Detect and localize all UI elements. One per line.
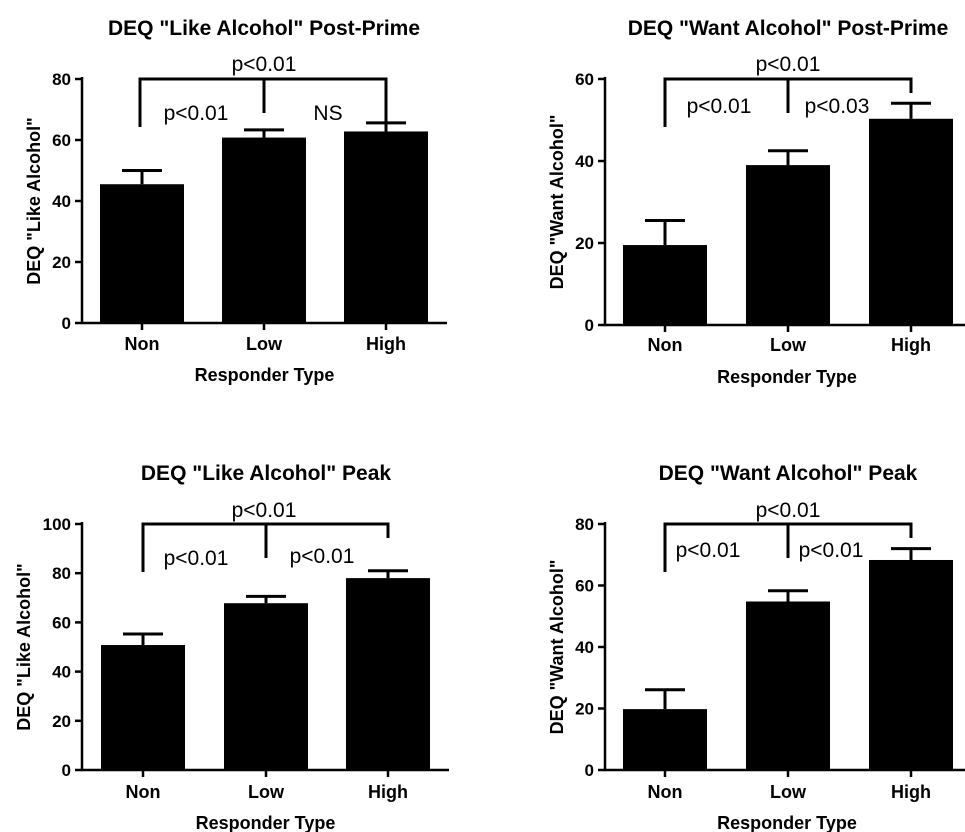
y-axis-label: DEQ "Want Alcohol" [547,560,567,735]
x-tick-label: Non [125,334,160,354]
chart-title: DEQ "Like Alcohol" Peak [141,462,392,485]
y-tick-label: 20 [575,234,594,253]
significance-label: NS [313,102,342,125]
bar-high [346,578,430,770]
significance-label: p<0.01 [676,539,741,562]
y-tick-label: 40 [575,638,594,657]
chart-title: DEQ "Want Alcohol" Post-Prime [628,17,949,40]
x-tick-label: Low [770,782,807,802]
y-tick-label: 60 [575,70,594,89]
y-tick-label: 0 [62,314,71,333]
bar-low [224,603,308,770]
y-tick-label: 40 [52,663,71,682]
y-tick-label: 20 [52,253,71,272]
chart-title: DEQ "Want Alcohol" Peak [659,462,918,485]
y-tick-label: 60 [52,613,71,632]
significance-label: p<0.01 [756,499,821,522]
x-axis-label: Responder Type [196,813,336,832]
significance-label: p<0.03 [805,95,870,118]
y-tick-label: 100 [43,515,71,534]
bar-low [746,165,830,325]
significance-label: p<0.01 [799,539,864,562]
y-tick-label: 60 [52,131,71,150]
y-tick-label: 0 [585,761,594,780]
y-tick-label: 80 [52,564,71,583]
significance-label: p<0.01 [290,545,355,568]
bar-high [344,131,428,323]
significance-label: p<0.01 [164,547,229,570]
x-tick-label: Non [648,782,683,802]
x-tick-label: Low [248,782,285,802]
x-tick-label: Low [246,334,283,354]
x-axis-label: Responder Type [195,365,335,385]
significance-label: p<0.01 [756,53,821,76]
significance-label: p<0.01 [232,53,297,76]
bar-non [623,245,707,325]
y-tick-label: 40 [52,192,71,211]
bar-high [869,118,953,326]
y-tick-label: 0 [585,316,594,335]
chart-title: DEQ "Like Alcohol" Post-Prime [108,17,420,40]
bar-low [746,601,830,770]
significance-label: p<0.01 [164,102,229,125]
bar-high [869,559,953,770]
significance-label: p<0.01 [232,499,297,522]
bar-non [101,645,185,770]
x-tick-label: Low [770,335,807,355]
x-tick-label: Non [648,335,683,355]
y-tick-label: 80 [575,515,594,534]
x-tick-label: High [891,335,931,355]
y-tick-label: 0 [62,761,71,780]
y-axis-label: DEQ "Like Alcohol" [14,563,34,730]
y-axis-label: DEQ "Like Alcohol" [24,117,44,284]
bar-non [623,709,707,770]
x-axis-label: Responder Type [717,813,857,832]
x-tick-label: Non [126,782,161,802]
x-tick-label: High [368,782,408,802]
y-tick-label: 20 [52,712,71,731]
x-tick-label: High [366,334,406,354]
bar-non [100,184,184,323]
y-tick-label: 60 [575,577,594,596]
y-axis-label: DEQ "Want Alcohol" [547,115,567,290]
x-axis-label: Responder Type [717,367,857,387]
y-tick-label: 40 [575,152,594,171]
y-tick-label: 20 [575,700,594,719]
significance-label: p<0.01 [687,95,752,118]
x-tick-label: High [891,782,931,802]
y-tick-label: 80 [52,70,71,89]
bar-low [222,137,306,323]
